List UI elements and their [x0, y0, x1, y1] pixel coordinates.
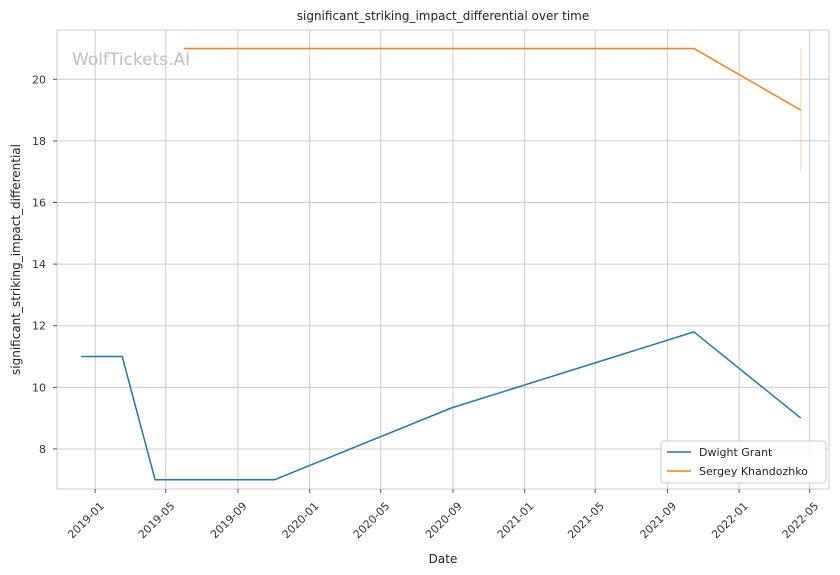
x-tick-label: 2020-01 — [280, 500, 322, 542]
legend-box — [660, 440, 827, 484]
y-tick-label: 10 — [32, 381, 46, 394]
x-tick-label: 2020-05 — [351, 500, 393, 542]
grid — [57, 30, 829, 489]
x-axis-label: Date — [429, 552, 458, 566]
y-tick-label: 12 — [32, 320, 46, 333]
x-tick-label: 2021-01 — [495, 500, 537, 542]
series-line-1 — [183, 47, 802, 111]
watermark-text: WolfTickets.AI — [72, 50, 190, 70]
legend: Dwight Grant Sergey Khandozhko — [660, 440, 827, 484]
series-lines — [81, 47, 802, 481]
x-tick-label: 2022-05 — [780, 500, 822, 542]
y-tick-label: 20 — [32, 73, 46, 86]
x-tick-label: 2020-09 — [423, 500, 465, 542]
chart-title: significant_striking_impact_differential… — [297, 9, 589, 23]
x-tick-label: 2021-05 — [565, 500, 607, 542]
y-tick-label: 18 — [32, 135, 46, 148]
x-tick-label: 2019-09 — [208, 500, 250, 542]
series-line-0 — [81, 331, 802, 481]
y-tick-label: 16 — [32, 197, 46, 210]
legend-label-dwight-grant: Dwight Grant — [699, 446, 773, 459]
y-tick-label: 8 — [39, 443, 46, 456]
x-tick-label: 2022-01 — [709, 500, 751, 542]
x-tick-label: 2019-01 — [65, 500, 107, 542]
y-axis-label: significant_striking_impact_differential — [9, 144, 23, 375]
plot-area — [56, 29, 830, 490]
x-tick-label: 2021-09 — [638, 500, 680, 542]
x-tick-label: 2019-05 — [136, 500, 178, 542]
y-tick-label: 14 — [32, 258, 46, 271]
legend-label-sergey-khandozhko: Sergey Khandozhko — [699, 465, 808, 478]
